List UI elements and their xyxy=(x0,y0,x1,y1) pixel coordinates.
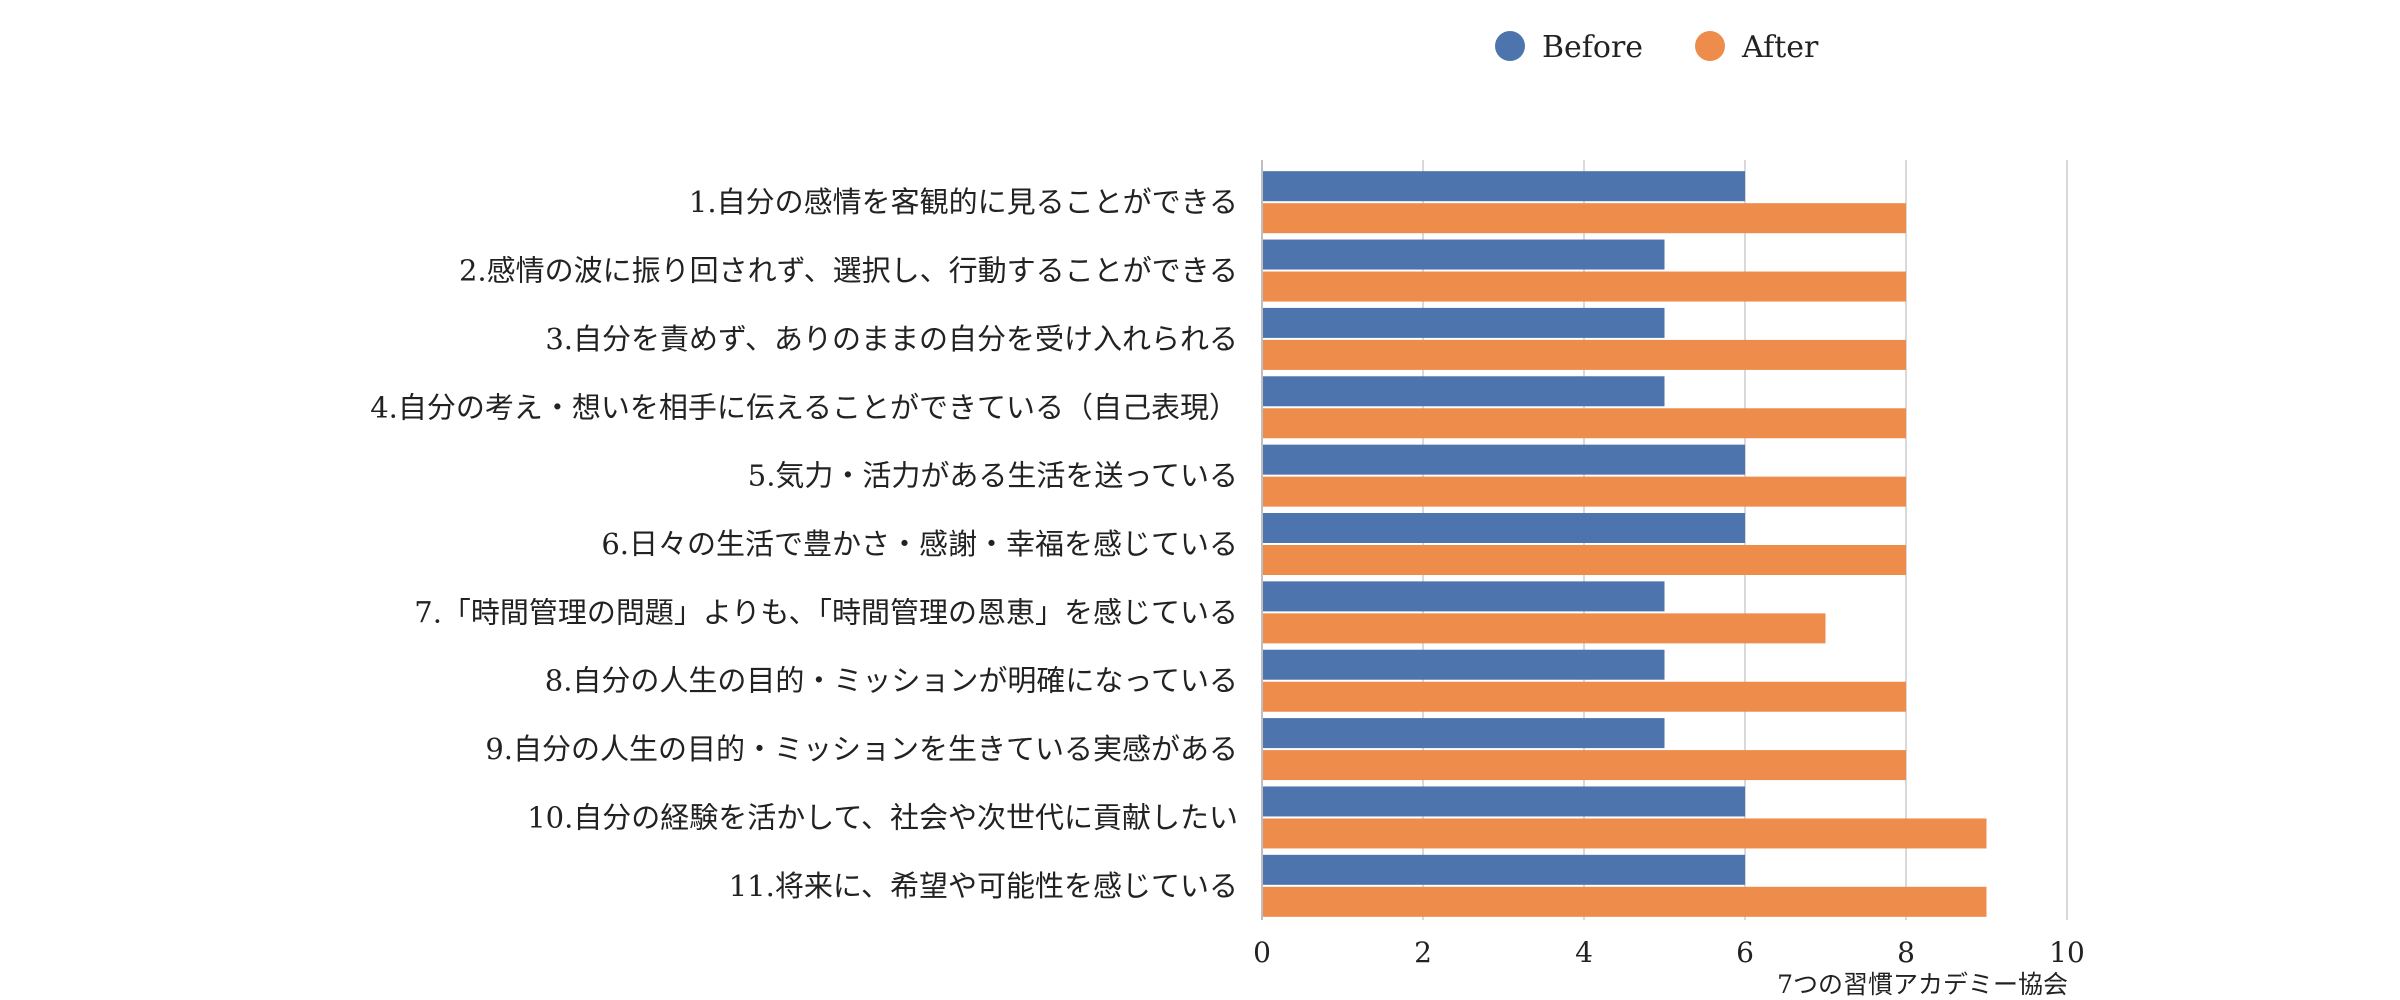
x-tick-label: 10 xyxy=(2049,936,2085,969)
legend: Before After xyxy=(1495,30,1819,65)
category-label: 1.自分の感情を客観的に見ることができる xyxy=(689,185,1238,219)
bar-after xyxy=(1262,613,1826,644)
bar-after xyxy=(1262,203,1906,234)
legend-marker-before xyxy=(1495,31,1525,61)
category-label: 8.自分の人生の目的・ミッションが明確になっている xyxy=(545,664,1238,698)
bars xyxy=(1262,171,1987,917)
legend-marker-after xyxy=(1695,31,1725,61)
category-label: 10.自分の経験を活かして、社会や次世代に貢献したい xyxy=(527,800,1238,834)
bar-after xyxy=(1262,886,1987,917)
bar-after xyxy=(1262,339,1906,370)
category-label: 3.自分を責めず、ありのままの自分を受け入れられる xyxy=(545,322,1238,356)
category-label: 2.感情の波に振り回されず、選択し、行動することができる xyxy=(459,254,1238,288)
source-credit: 7つの習慣アカデミー協会 xyxy=(1777,970,2068,999)
bar-before xyxy=(1262,239,1665,270)
bar-before xyxy=(1262,376,1665,407)
bar-after xyxy=(1262,476,1906,507)
bar-after xyxy=(1262,818,1987,849)
bar-before xyxy=(1262,581,1665,612)
bar-after xyxy=(1262,750,1906,781)
bar-before xyxy=(1262,444,1745,475)
x-tick-label: 0 xyxy=(1253,936,1271,969)
bar-before xyxy=(1262,513,1745,543)
category-label: 9.自分の人生の目的・ミッションを生きている実感がある xyxy=(485,732,1238,766)
x-tick-label: 2 xyxy=(1414,936,1432,969)
category-label: 5.気力・活力がある生活を送っている xyxy=(748,459,1238,493)
bar-before xyxy=(1262,307,1665,338)
bar-after xyxy=(1262,408,1906,439)
bar-after xyxy=(1262,545,1906,575)
category-label: 11.将来に、希望や可能性を感じている xyxy=(729,869,1238,903)
x-tick-labels: 0 2 4 6 8 10 xyxy=(1253,936,2085,969)
bar-after xyxy=(1262,681,1906,712)
bar-before xyxy=(1262,171,1745,202)
x-tick-label: 8 xyxy=(1897,936,1915,969)
bar-before xyxy=(1262,718,1665,749)
category-label: 7.「時間管理の問題」よりも、「時間管理の恩恵」を感じている xyxy=(414,595,1238,629)
bar-before xyxy=(1262,854,1745,885)
bar-before xyxy=(1262,649,1665,680)
legend-label-before: Before xyxy=(1542,30,1643,65)
bar-after xyxy=(1262,271,1906,302)
category-labels: 1.自分の感情を客観的に見ることができる 2.感情の波に振り回されず、選択し、行動… xyxy=(370,185,1238,903)
category-label: 4.自分の考え・想いを相手に伝えることができている（自己表現） xyxy=(370,390,1238,424)
bar-before xyxy=(1262,786,1745,817)
x-tick-label: 4 xyxy=(1575,936,1593,969)
x-tick-label: 6 xyxy=(1736,936,1754,969)
legend-label-after: After xyxy=(1741,30,1819,65)
category-label: 6.日々の生活で豊かさ・感謝・幸福を感じている xyxy=(601,527,1238,561)
